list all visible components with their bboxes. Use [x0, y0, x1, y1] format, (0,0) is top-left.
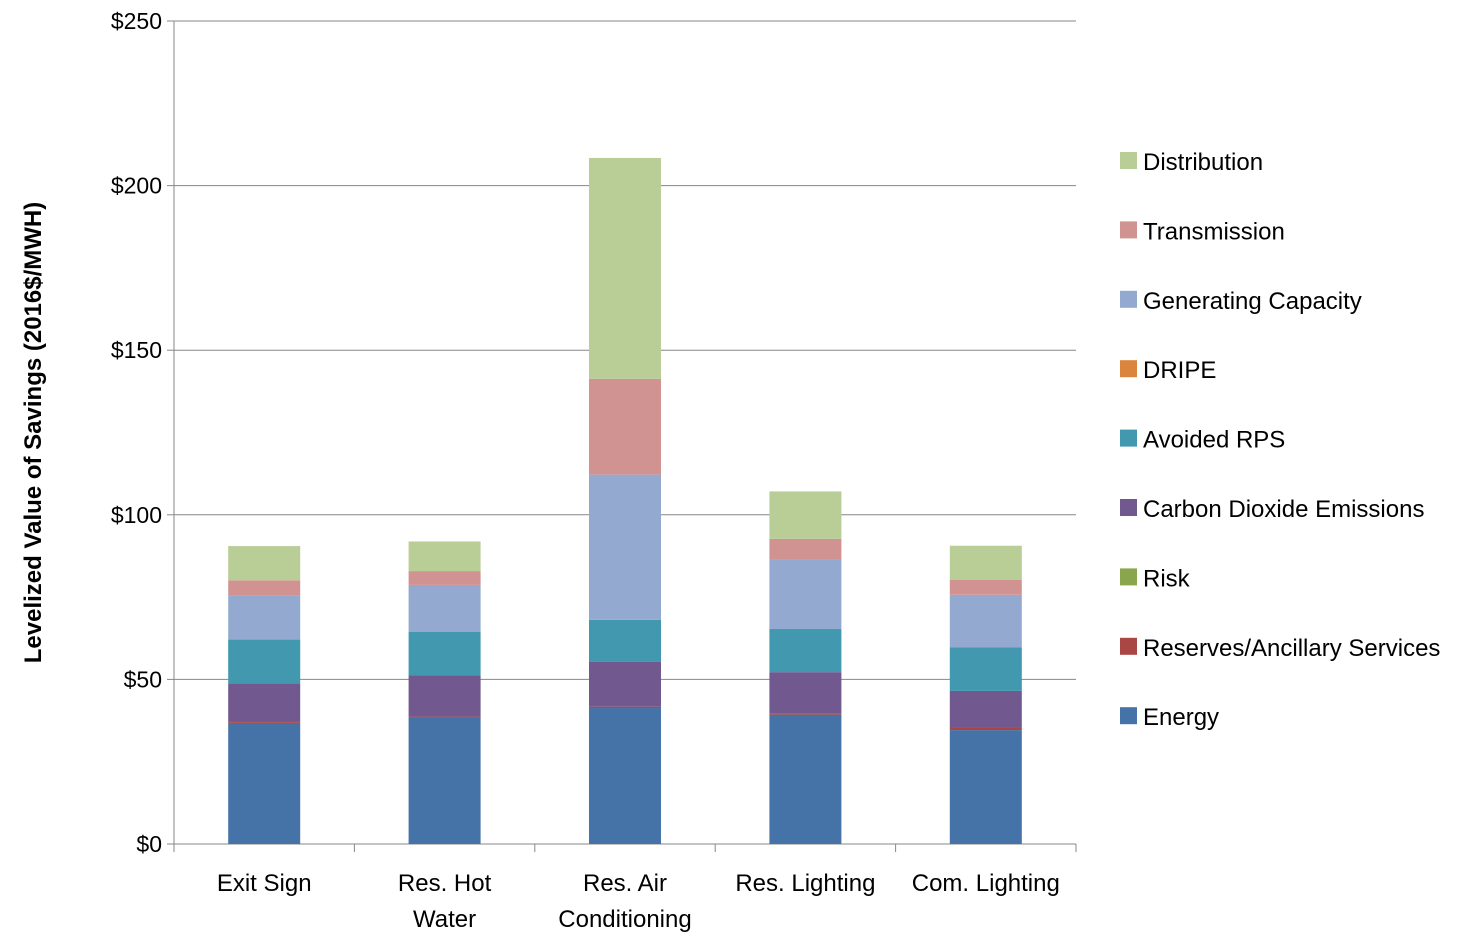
bar-segment — [769, 714, 842, 844]
bar-segment — [408, 716, 481, 718]
legend: Distribution Transmission Generating Capac… — [1120, 149, 1440, 731]
bar-segment — [408, 541, 481, 572]
legend-item: DRIPE — [1120, 357, 1216, 384]
bar-segment — [949, 579, 1022, 595]
bar-segment — [228, 639, 301, 684]
y-tick-label: $100 — [111, 502, 162, 528]
legend-item: Distribution — [1120, 149, 1263, 176]
bars — [228, 157, 1022, 844]
x-category-label: Com. Lighting — [912, 870, 1060, 897]
bar-segment — [949, 594, 1022, 648]
legend-item: Reserves/Ancillary Services — [1120, 635, 1440, 662]
bar-segment — [769, 559, 842, 630]
legend-label: Generating Capacity — [1143, 288, 1362, 315]
y-tick-label: $150 — [111, 337, 162, 363]
legend-label: DRIPE — [1143, 357, 1216, 384]
legend-label: Carbon Dioxide Emissions — [1143, 496, 1424, 523]
y-tick-label: $200 — [111, 173, 162, 199]
legend-item: Carbon Dioxide Emissions — [1120, 496, 1424, 523]
bar-segment — [408, 631, 481, 676]
bar-segment — [408, 717, 481, 844]
bar-segment — [408, 584, 481, 632]
legend-item: Generating Capacity — [1120, 288, 1362, 315]
legend-label: Reserves/Ancillary Services — [1143, 635, 1440, 662]
x-category-label: Res. Lighting — [735, 870, 875, 897]
bar-segment — [228, 722, 301, 844]
bar-segment — [228, 721, 301, 723]
legend-label: Avoided RPS — [1143, 427, 1285, 454]
legend-item: Transmission — [1120, 218, 1285, 245]
gridlines: $0 $50 $100 $150 $200 $250 — [111, 8, 1076, 857]
bar-segment — [589, 619, 661, 662]
bar-segment — [589, 378, 661, 475]
bar-segment — [228, 546, 301, 581]
bar-segment — [949, 727, 1022, 731]
legend-swatch — [1120, 568, 1137, 586]
legend-swatch — [1120, 221, 1137, 239]
bar-segment — [949, 545, 1022, 580]
y-tick-label: $50 — [124, 666, 162, 692]
bar-segment — [589, 706, 661, 709]
legend-swatch — [1120, 152, 1137, 169]
legend-item: Avoided RPS — [1120, 427, 1285, 454]
x-category-label: Res. Hot — [398, 870, 492, 897]
legend-swatch — [1120, 360, 1137, 378]
bar-segment — [949, 647, 1022, 691]
x-category-label: Res. Air — [583, 870, 667, 897]
bar-segment — [589, 474, 661, 620]
legend-item: Energy — [1120, 704, 1219, 731]
legend-swatch — [1120, 637, 1137, 655]
bar-segment — [408, 571, 481, 585]
x-category-label: Water — [413, 906, 476, 933]
y-axis-title: Levelized Value of Savings (2016$/MWH) — [20, 202, 47, 663]
bar-segment — [228, 580, 301, 596]
y-tick-label: $250 — [111, 8, 162, 34]
y-tick-label: $0 — [136, 831, 162, 857]
x-category-labels: Exit Sign Res. Hot Water Res. Air Conditioni… — [217, 870, 1060, 933]
bar-segment — [769, 629, 842, 673]
bar-segment — [949, 690, 1022, 728]
x-category-label: Exit Sign — [217, 870, 312, 897]
legend-swatch — [1120, 707, 1137, 725]
bar-segment — [589, 708, 661, 844]
legend-swatch — [1120, 290, 1137, 308]
bar-segment — [769, 491, 842, 539]
bar-segment — [589, 157, 661, 379]
bar-segment — [769, 538, 842, 560]
bar-segment — [408, 675, 481, 717]
bar-segment — [228, 595, 301, 640]
bar-segment — [769, 713, 842, 715]
bar-segment — [228, 683, 301, 722]
bar-segment — [769, 672, 842, 714]
legend-swatch — [1120, 429, 1137, 447]
legend-label: Transmission — [1143, 218, 1285, 245]
bar-segment — [949, 730, 1022, 844]
legend-item: Risk — [1120, 565, 1191, 592]
legend-swatch — [1120, 499, 1137, 516]
bar-segment — [589, 661, 661, 707]
legend-label: Energy — [1143, 704, 1219, 731]
x-category-label: Conditioning — [558, 906, 691, 933]
legend-label: Risk — [1143, 565, 1191, 592]
legend-label: Distribution — [1143, 149, 1263, 176]
